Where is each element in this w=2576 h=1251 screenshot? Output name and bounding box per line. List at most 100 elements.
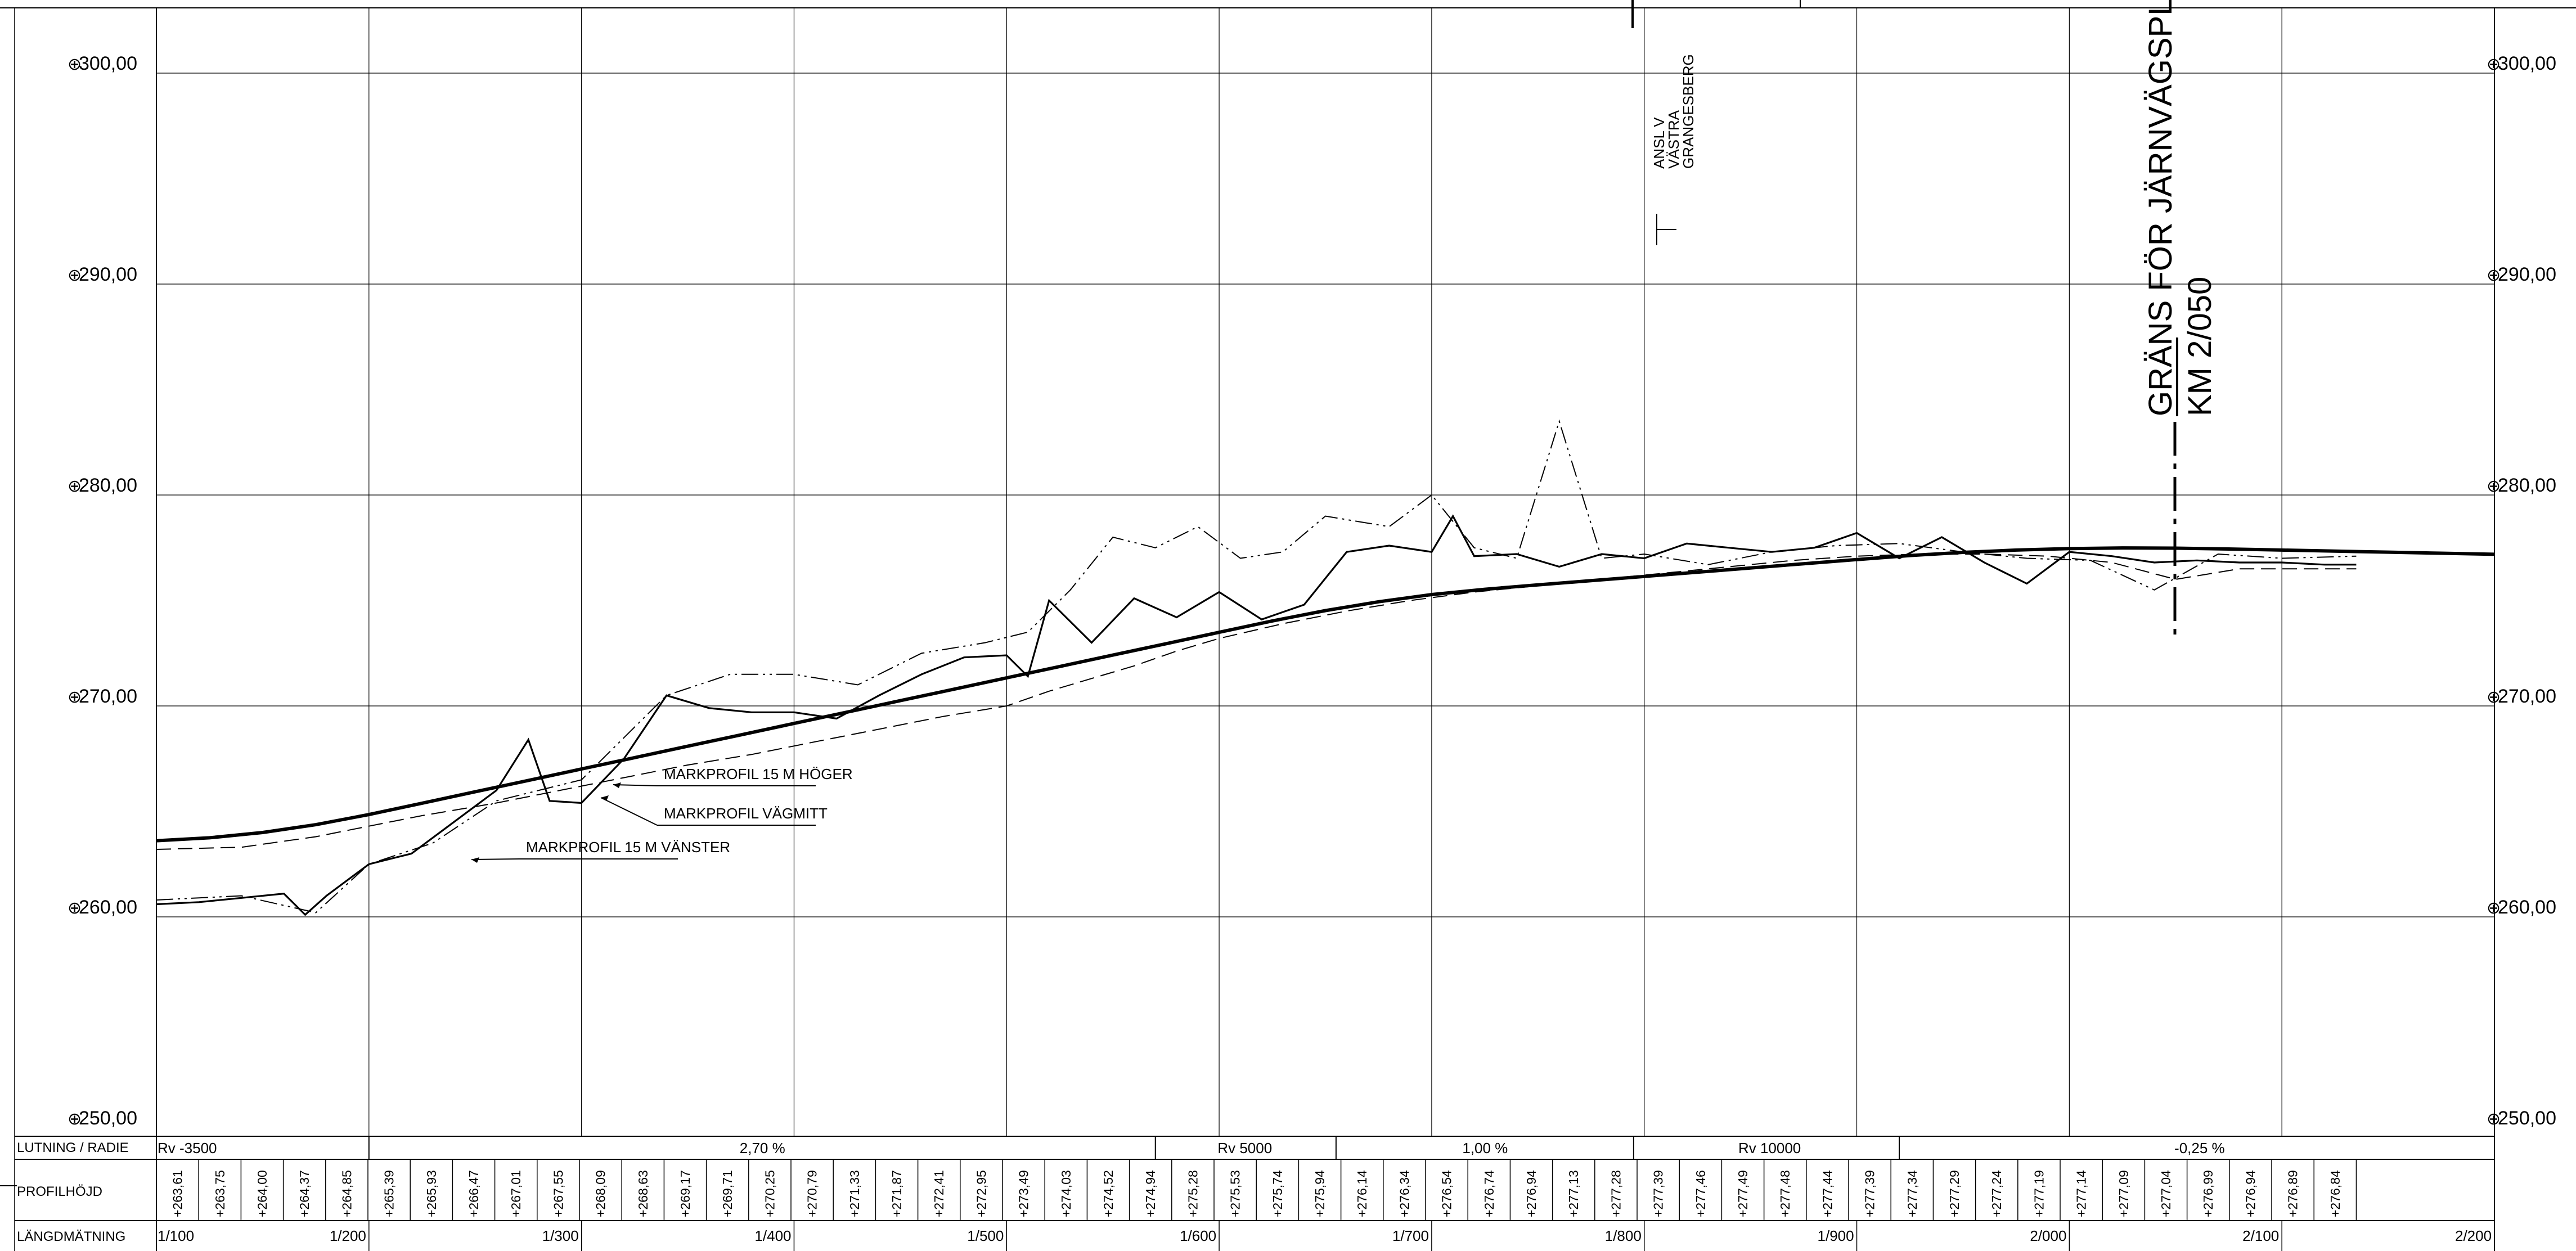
profile-height-cell: +265,93 xyxy=(424,1170,439,1217)
profile-height-value: +277,09 xyxy=(2116,1170,2131,1217)
height-tick-symbol: ⊕ xyxy=(68,1110,82,1128)
profile-height-cell: +275,74 xyxy=(1270,1170,1285,1217)
profile-height-cell: +277,34 xyxy=(1905,1170,1919,1217)
grid xyxy=(156,8,2494,1136)
height-tick-symbol-right: ⊕ xyxy=(2487,477,2501,496)
profile-height-cell: +268,63 xyxy=(636,1170,650,1217)
profile-height-cell: +277,39 xyxy=(1651,1170,1666,1217)
lutning-value: 1,00 % xyxy=(1462,1140,1508,1156)
profile-height-value: +271,87 xyxy=(889,1170,904,1217)
height-tick-label: 250,00 xyxy=(79,1108,137,1129)
profile-height-value: +275,74 xyxy=(1270,1170,1285,1217)
profile-height-value: +276,14 xyxy=(1355,1170,1369,1217)
lutning-value: Rv -3500 xyxy=(158,1140,217,1156)
profile-height-value: +277,39 xyxy=(1863,1170,1877,1217)
height-tick-label: 260,00 xyxy=(79,897,137,918)
profile-height-cell: +273,49 xyxy=(1017,1170,1031,1217)
profile-lines xyxy=(156,419,2495,916)
station-label: 1/800 xyxy=(1605,1227,1642,1244)
height-tick-symbol-right: ⊕ xyxy=(2487,1110,2501,1128)
station-label: 1/600 xyxy=(1180,1227,1216,1244)
ground-profile-left-line xyxy=(156,554,2357,850)
profile-height-cell: +276,99 xyxy=(2201,1170,2215,1217)
profile-height-value: +277,49 xyxy=(1736,1170,1750,1217)
lutning-value: Rv 10000 xyxy=(1738,1140,1801,1156)
profile-height-value: +273,49 xyxy=(1017,1170,1031,1217)
profile-height-value: +264,37 xyxy=(297,1170,312,1217)
profile-height-cell: +270,79 xyxy=(805,1170,820,1217)
profile-height-cell: +277,19 xyxy=(2031,1170,2046,1217)
profile-height-cell: +277,28 xyxy=(1608,1170,1623,1217)
profile-height-cell: +269,71 xyxy=(720,1170,735,1217)
station-label: 1/400 xyxy=(754,1227,791,1244)
height-tick-label-right: 250,00 xyxy=(2498,1108,2556,1129)
profile-height-value: +275,94 xyxy=(1312,1170,1327,1217)
profile-height-cell: +276,89 xyxy=(2286,1170,2300,1217)
profile-height-cell: +268,09 xyxy=(594,1170,608,1217)
profile-height-value: +276,84 xyxy=(2328,1170,2343,1217)
profile-height-cell: +274,03 xyxy=(1059,1170,1073,1217)
profile-height-cell: +272,41 xyxy=(932,1170,946,1217)
station-label: 1/700 xyxy=(1392,1227,1429,1244)
ground-profile-center-line xyxy=(156,514,2357,916)
profile-height-cell: +267,55 xyxy=(551,1170,565,1217)
profile-height-value: +275,28 xyxy=(1185,1170,1200,1217)
row-label-langdmatning: LÄNGDMÄTNING xyxy=(17,1229,125,1244)
profile-height-cell: +277,48 xyxy=(1778,1170,1792,1217)
profile-height-cell: +277,13 xyxy=(1566,1170,1581,1217)
lutning-value: 2,70 % xyxy=(740,1140,785,1156)
profile-height-cell: +264,00 xyxy=(255,1170,269,1217)
profile-height-cell: +266,47 xyxy=(466,1170,481,1217)
profile-height-value: +277,19 xyxy=(2031,1170,2046,1217)
profile-height-cell: +277,14 xyxy=(2074,1170,2089,1217)
label-markprofil-hoger-arrow xyxy=(613,782,621,788)
profile-height-cell: +277,24 xyxy=(1989,1170,2004,1217)
label-markprofil-vanster-arrow xyxy=(471,857,479,863)
profile-height-value: +276,89 xyxy=(2286,1170,2300,1217)
profile-height-value: +277,13 xyxy=(1566,1170,1581,1217)
profile-height-cell: +263,61 xyxy=(170,1170,185,1217)
profile-height-value: +276,94 xyxy=(2243,1170,2258,1217)
profile-height-value: +267,01 xyxy=(509,1170,523,1217)
row-label-profilhojd: PROFILHÖJD xyxy=(17,1184,102,1199)
height-tick-symbol-right: ⊕ xyxy=(2487,266,2501,285)
height-tick-label: 280,00 xyxy=(79,475,137,496)
profile-height-value: +277,24 xyxy=(1989,1170,2004,1217)
height-tick-label-right: 270,00 xyxy=(2498,686,2556,707)
profile-annotations: MARKPROFIL 15 M HÖGER MARKPROFIL VÄGMITT M… xyxy=(471,0,2218,863)
height-tick-symbol-right: ⊕ xyxy=(2487,688,2501,706)
station-label: 1/100 xyxy=(158,1227,194,1244)
profile-height-value: +276,94 xyxy=(1524,1170,1539,1217)
height-tick-symbol: ⊕ xyxy=(68,266,82,285)
profile-height-value: +265,39 xyxy=(382,1170,397,1217)
profile-height-value: +277,34 xyxy=(1905,1170,1919,1217)
height-tick-label-right: 260,00 xyxy=(2498,897,2556,918)
profile-height-value: +264,85 xyxy=(339,1170,354,1217)
profile-height-value: +272,41 xyxy=(932,1170,946,1217)
profile-height-value: +276,54 xyxy=(1440,1170,1454,1217)
height-tick-symbol-right: ⊕ xyxy=(2487,55,2501,74)
profile-height-cell: +276,34 xyxy=(1397,1170,1411,1217)
profile-height-cell: +265,39 xyxy=(382,1170,397,1217)
profile-height-cell: +277,04 xyxy=(2159,1170,2173,1217)
station-label: 1/200 xyxy=(330,1227,366,1244)
lutning-value: -0,25 % xyxy=(2174,1140,2225,1156)
ground-profile-right-line xyxy=(156,419,2357,914)
height-axis: ⊕300,00 ⊕300,00⊕290,00 ⊕290,00⊕280,00 ⊕280,… xyxy=(68,53,2556,1129)
height-tick-label-right: 300,00 xyxy=(2498,53,2556,74)
label-markprofil-vagmitt-arrow xyxy=(601,795,609,801)
height-tick-label-right: 290,00 xyxy=(2498,264,2556,285)
label-markprofil-vanster: MARKPROFIL 15 M VÄNSTER xyxy=(526,839,730,856)
label-markprofil-vagmitt: MARKPROFIL VÄGMITT xyxy=(664,805,828,822)
station-label: 1/500 xyxy=(967,1227,1004,1244)
profile-height-cell: +277,39 xyxy=(1863,1170,1877,1217)
connection-label-line: GRANGESBERG xyxy=(1680,54,1697,169)
profile-height-value: +269,71 xyxy=(720,1170,735,1217)
connection-label-line: ANSL V xyxy=(1651,117,1667,169)
profile-height-value: +277,39 xyxy=(1651,1170,1666,1217)
profile-table: LUTNING / RADIE PROFILHÖJD LÄNGDMÄTNING Rv … xyxy=(0,1136,2495,1251)
height-tick-symbol: ⊕ xyxy=(68,899,82,917)
profile-height-cell: +267,01 xyxy=(509,1170,523,1217)
